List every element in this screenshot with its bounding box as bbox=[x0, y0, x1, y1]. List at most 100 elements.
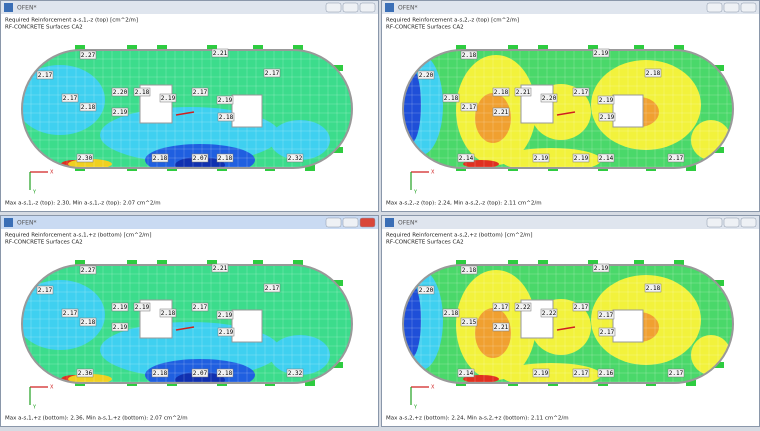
value-label: 2.14 bbox=[599, 155, 614, 162]
value-label: 2.17 bbox=[574, 304, 589, 311]
value-label: 2.17 bbox=[193, 89, 208, 96]
maximize-button[interactable] bbox=[723, 217, 740, 228]
value-label-box bbox=[111, 302, 129, 312]
value-label: 2.17 bbox=[265, 285, 280, 292]
value-label: 2.07 bbox=[193, 155, 208, 162]
value-label-box bbox=[111, 107, 129, 117]
value-label: 2.07 bbox=[193, 370, 208, 377]
close-button[interactable] bbox=[740, 217, 757, 228]
value-label: 2.17 bbox=[669, 370, 684, 377]
close-button[interactable] bbox=[359, 217, 376, 228]
value-label-box bbox=[492, 107, 510, 117]
maximize-button[interactable] bbox=[342, 2, 359, 13]
value-label: 2.21 bbox=[494, 324, 509, 331]
contour-plot bbox=[403, 50, 733, 168]
title-bar bbox=[1, 1, 378, 14]
value-label-box bbox=[61, 308, 79, 318]
value-label-box bbox=[514, 87, 532, 97]
slab-outline bbox=[21, 264, 353, 384]
title-bar bbox=[382, 1, 759, 14]
value-label: 2.17 bbox=[38, 72, 53, 79]
support bbox=[714, 65, 724, 71]
value-label-box bbox=[76, 153, 94, 163]
value-label-box bbox=[492, 87, 510, 97]
result-header: Required Reinforcement a-s,1,-z (top) [c… bbox=[5, 18, 138, 24]
value-label-box bbox=[492, 302, 510, 312]
load-arrow bbox=[175, 111, 195, 116]
contour-zone bbox=[175, 157, 225, 168]
value-label-box bbox=[133, 302, 151, 312]
value-label: 2.14 bbox=[459, 370, 474, 377]
support bbox=[207, 45, 217, 51]
result-footer: Max a-s,1,+z (bottom): 2.36, Min a-s,1,+… bbox=[5, 416, 188, 422]
support bbox=[538, 45, 548, 51]
window-icon bbox=[4, 218, 13, 227]
value-label-box bbox=[514, 302, 532, 312]
axis-y-label: Y bbox=[413, 405, 418, 411]
value-label: 2.18 bbox=[444, 310, 459, 317]
value-label: 2.19 bbox=[600, 114, 615, 121]
support bbox=[333, 147, 343, 153]
value-label-box bbox=[79, 317, 97, 327]
support bbox=[508, 45, 518, 51]
value-label: 2.19 bbox=[113, 324, 128, 331]
support bbox=[293, 260, 303, 266]
value-label: 2.19 bbox=[113, 304, 128, 311]
minimize-button[interactable] bbox=[325, 217, 342, 228]
support bbox=[207, 260, 217, 266]
support bbox=[333, 65, 343, 71]
maximize-button[interactable] bbox=[342, 217, 359, 228]
value-label: 2.30 bbox=[78, 155, 93, 162]
value-label: 2.17 bbox=[494, 304, 509, 311]
value-label-box bbox=[572, 153, 590, 163]
support bbox=[293, 45, 303, 51]
value-label: 2.19 bbox=[574, 155, 589, 162]
value-label: 2.15 bbox=[462, 319, 477, 326]
opening bbox=[612, 309, 644, 343]
support bbox=[674, 45, 684, 51]
result-subheader: RF-CONCRETE Surfaces CA2 bbox=[386, 240, 464, 246]
support bbox=[456, 45, 466, 51]
support bbox=[508, 260, 518, 266]
value-label-box bbox=[492, 322, 510, 332]
axis-x-label: X bbox=[431, 385, 435, 391]
window-title: OFEN* bbox=[17, 220, 36, 227]
result-footer: Max a-s,2,+z (bottom): 2.24, Min a-s,2,+… bbox=[386, 416, 569, 422]
value-label-box bbox=[667, 153, 685, 163]
value-label-box bbox=[286, 153, 304, 163]
value-label-box bbox=[592, 263, 610, 273]
value-label-box bbox=[532, 153, 550, 163]
value-label-box bbox=[216, 310, 234, 320]
value-label-box bbox=[460, 265, 478, 275]
support bbox=[674, 260, 684, 266]
minimize-button[interactable] bbox=[706, 217, 723, 228]
value-label-box bbox=[191, 368, 209, 378]
support bbox=[686, 165, 696, 171]
minimize-button[interactable] bbox=[325, 2, 342, 13]
maximize-button[interactable] bbox=[723, 2, 740, 13]
value-label: 2.17 bbox=[38, 287, 53, 294]
value-label: 2.18 bbox=[81, 104, 96, 111]
value-label: 2.18 bbox=[153, 155, 168, 162]
close-button[interactable] bbox=[359, 2, 376, 13]
result-header: Required Reinforcement a-s,1,+z (bottom)… bbox=[5, 233, 152, 239]
load-arrow bbox=[556, 326, 576, 331]
close-button[interactable] bbox=[740, 2, 757, 13]
value-label: 2.19 bbox=[534, 370, 549, 377]
value-label-box bbox=[572, 87, 590, 97]
value-label-box bbox=[597, 95, 615, 105]
value-label: 2.21 bbox=[213, 50, 228, 57]
value-label-box bbox=[79, 50, 97, 60]
value-label-box bbox=[36, 285, 54, 295]
value-label-box bbox=[572, 302, 590, 312]
result-footer: Max a-s,2,-z (top): 2.24, Min a-s,2,-z (… bbox=[386, 201, 542, 207]
value-label-box bbox=[159, 93, 177, 103]
value-label-box bbox=[191, 302, 209, 312]
value-label-box bbox=[597, 153, 615, 163]
value-label: 2.18 bbox=[646, 285, 661, 292]
minimize-button[interactable] bbox=[706, 2, 723, 13]
support bbox=[253, 45, 263, 51]
value-label: 2.18 bbox=[218, 370, 233, 377]
support bbox=[634, 45, 644, 51]
